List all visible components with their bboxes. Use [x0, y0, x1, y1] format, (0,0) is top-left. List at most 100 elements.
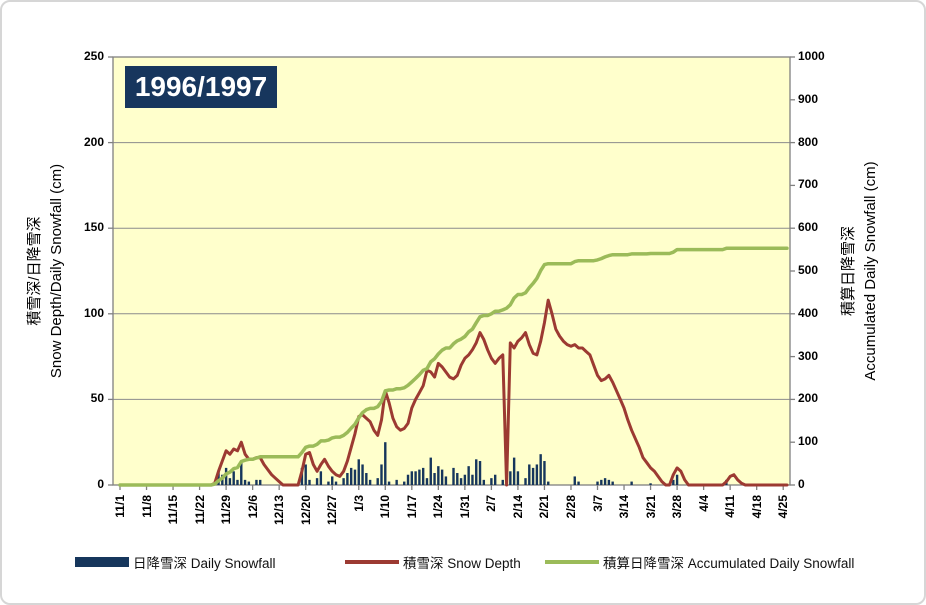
x-axis-tick-label: 1/3 [351, 495, 366, 512]
left-axis-tick-label: 150 [83, 220, 104, 235]
x-axis-tick-label: 3/21 [643, 495, 658, 519]
snowfall-bar [331, 476, 334, 485]
snowfall-bar [475, 459, 478, 485]
right-axis-tick-label: 0 [798, 477, 805, 491]
right-axis-tick-label: 700 [798, 177, 819, 192]
x-axis-tick-label: 3/28 [670, 495, 685, 519]
snowfall-bar [467, 466, 470, 485]
legend-label: 積雪深 Snow Depth [403, 556, 521, 571]
left-axis-title-en: Snow Depth/Daily Snowfall (cm) [48, 163, 65, 379]
snowfall-bar [482, 479, 486, 485]
snowfall-bar [543, 461, 546, 485]
left-axis-title: 積雪深/日降雪深 Snow Depth/Daily Snowfall (cm) [24, 57, 68, 485]
x-axis-tick-label: 3/7 [590, 495, 605, 512]
snowfall-bar [478, 461, 482, 485]
left-axis-tick-label: 200 [83, 134, 104, 149]
snowfall-bar [421, 467, 425, 485]
x-axis-tick-label: 12/6 [245, 495, 260, 519]
snowfall-bar [429, 457, 432, 485]
snowfall-bar [463, 474, 467, 485]
daily-snowfall-swatch [75, 557, 129, 567]
snowfall-bar [395, 479, 398, 485]
snowfall-bar [308, 479, 311, 485]
snowfall-bar [365, 473, 368, 485]
x-axis-tick-label: 2/28 [563, 495, 578, 519]
snowfall-bar [380, 464, 383, 485]
snowfall-bar [444, 476, 448, 485]
right-axis-tick-label: 1000 [798, 49, 825, 63]
snow-depth-line [118, 298, 789, 487]
x-axis-tick-label: 4/4 [696, 495, 711, 512]
snowfall-bar [240, 461, 243, 485]
snowfall-bar [327, 481, 330, 485]
legend-label: 積算日降雪深 Accumulated Daily Snowfall [603, 556, 855, 571]
right-axis-tick-label: 300 [798, 348, 819, 363]
snowfall-bar [357, 459, 360, 485]
snowfall-bar [672, 479, 675, 485]
snowfall-bar [675, 474, 679, 485]
right-axis-title: 積算日降雪深 Accumulated Daily Snowfall (cm) [838, 57, 882, 485]
right-axis-tick-label: 400 [798, 305, 819, 320]
snowfall-bar [456, 473, 459, 485]
snowfall-bar [353, 469, 357, 485]
x-axis-tick-label: 11/22 [192, 495, 207, 525]
snowfall-bar [387, 481, 391, 485]
x-axis-tick-label: 2/7 [484, 495, 499, 512]
snowfall-bar [414, 471, 417, 485]
snowfall-bar [228, 478, 232, 485]
snowfall-bar [490, 478, 493, 485]
snowfall-bar [440, 469, 444, 485]
left-axis-tick-label: 0 [97, 477, 104, 491]
snowfall-bar [319, 471, 323, 485]
x-axis-tick-label: 1/24 [431, 495, 446, 519]
snowfall-bar [512, 457, 516, 485]
snowfall-bar [459, 478, 463, 485]
snowfall-bar [349, 467, 353, 485]
x-axis-tick-label: 11/8 [139, 495, 154, 518]
snowfall-bar [596, 481, 599, 485]
x-axis-tick-label: 11/1 [113, 495, 127, 518]
snowfall-bar [342, 478, 345, 485]
x-axis-tick-label: 12/27 [325, 495, 340, 526]
snowfall-bar [539, 454, 542, 485]
snowfall-bar [493, 474, 497, 485]
x-axis-tick-label: 2/14 [510, 495, 525, 519]
plot-background [113, 57, 790, 485]
x-axis-tick-label: 4/25 [776, 495, 791, 519]
legend-item-daily-snowfall: 日降雪深 Daily Snowfall [75, 551, 276, 573]
x-axis-tick-label: 2/21 [537, 495, 552, 519]
right-axis-tick-label: 600 [798, 220, 819, 235]
x-axis-tick-label: 3/14 [617, 495, 632, 519]
snowfall-bar [376, 478, 379, 485]
season-title: 1996/1997 [125, 66, 277, 108]
snowfall-bar [232, 471, 235, 485]
snowfall-bar [471, 474, 474, 485]
snowfall-bar [406, 474, 410, 485]
snowfall-bar [346, 473, 349, 485]
x-axis-tick-label: 11/29 [219, 495, 234, 525]
snowfall-bar [573, 476, 576, 485]
snowfall-bar [630, 481, 633, 485]
legend-item-snow-depth: 積雪深 Snow Depth [345, 551, 521, 573]
snowfall-bar [259, 479, 262, 485]
snowfall-bar [437, 466, 440, 485]
snowfall-bar [304, 464, 307, 485]
left-axis-tick-label: 100 [83, 305, 104, 320]
snowfall-bar [217, 471, 220, 485]
right-axis-tick-label: 500 [798, 263, 819, 277]
right-axis-title-en: Accumulated Daily Snowfall (cm) [862, 161, 879, 381]
left-axis-title-jp: 積雪深/日降雪深 [26, 216, 43, 326]
snowfall-bar [334, 481, 338, 485]
legend-item-accumulated: 積算日降雪深 Accumulated Daily Snowfall [545, 551, 854, 573]
snowfall-bar [603, 478, 607, 485]
snowfall-bar [524, 478, 527, 485]
snowfall-bar [649, 483, 652, 485]
snowfall-bar [236, 479, 239, 485]
snowfall-bar [361, 464, 364, 485]
snowfall-bar [600, 479, 603, 485]
snowfall-bar [368, 479, 372, 485]
x-axis-tick-label: 1/10 [378, 495, 393, 519]
legend-label: 日降雪深 Daily Snowfall [133, 556, 276, 571]
snowfall-bar [535, 464, 539, 485]
